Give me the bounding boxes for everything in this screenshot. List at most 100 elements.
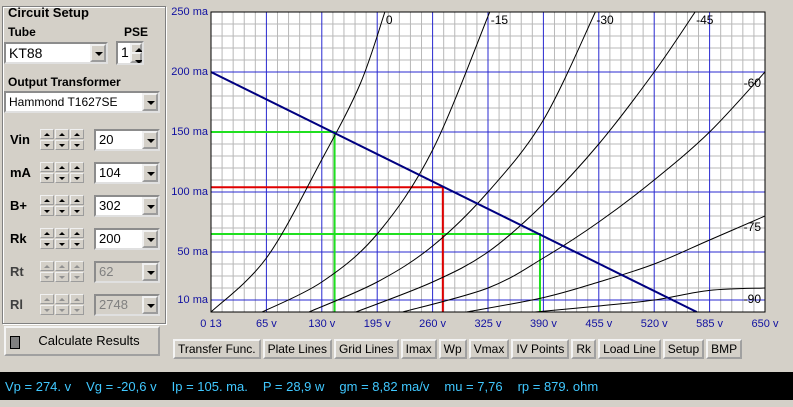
spin-down[interactable] — [130, 52, 142, 63]
spin-down[interactable] — [55, 206, 69, 216]
transformer-value: Hammond T1627SE — [9, 95, 118, 109]
spin-up[interactable] — [55, 129, 69, 139]
calculate-button[interactable]: Calculate Results — [4, 326, 160, 356]
toolbar-button[interactable]: Load Line — [598, 339, 661, 359]
tube-select[interactable]: KT88 — [4, 42, 108, 64]
status-item: P = 28,9 w — [262, 378, 325, 394]
toolbar-button[interactable]: IV Points — [511, 339, 570, 359]
spin-up[interactable] — [70, 228, 84, 238]
toolbar-button[interactable]: Transfer Func. — [173, 339, 261, 359]
x-tick-label: 390 v — [530, 318, 557, 330]
plate-curve — [355, 12, 696, 312]
spin-down[interactable] — [40, 206, 54, 216]
button-label: Calculate Results — [38, 333, 140, 348]
spin-up[interactable] — [55, 195, 69, 205]
spin-down[interactable] — [70, 239, 84, 249]
spin-up[interactable] — [70, 294, 84, 304]
spin-up[interactable] — [55, 162, 69, 172]
spin-down[interactable] — [55, 140, 69, 150]
spin-down[interactable] — [55, 173, 69, 183]
curve-label: 0 — [386, 13, 393, 27]
spin-up[interactable] — [40, 162, 54, 172]
toolbar-button[interactable]: Wp — [438, 339, 467, 359]
curve-label: -90 — [744, 292, 762, 306]
spin-up[interactable] — [55, 294, 69, 304]
spin-up[interactable] — [70, 162, 84, 172]
dropdown-arrow[interactable] — [142, 263, 158, 281]
spin-down[interactable] — [55, 272, 69, 282]
spin-down[interactable] — [40, 173, 54, 183]
y-tick-label: 250 ma — [171, 6, 209, 18]
x-tick-label: 130 v — [308, 318, 335, 330]
toolbar-button[interactable]: Grid Lines — [333, 339, 399, 359]
calculator-icon — [10, 336, 20, 349]
status-item: Vp = 274. v — [5, 378, 72, 394]
x-tick-label: 65 v — [256, 318, 277, 330]
spin-down[interactable] — [40, 140, 54, 150]
plot-content — [211, 12, 765, 312]
spin-down[interactable] — [55, 239, 69, 249]
toolbar-button[interactable]: Vmax — [468, 339, 510, 359]
toolbar-button[interactable]: BMP — [706, 339, 743, 359]
pse-spinner[interactable]: 1 — [116, 41, 144, 65]
param-select[interactable]: 20 — [94, 129, 160, 151]
spin-down[interactable] — [70, 305, 84, 315]
y-tick-label: 150 ma — [171, 126, 209, 138]
x-tick-label: 260 v — [419, 318, 446, 330]
status-bar: Vp = 274. v Vg = -20,6 v Ip = 105. ma. P = … — [0, 372, 793, 400]
dropdown-arrow[interactable] — [142, 296, 158, 314]
x-tick-label: 455 v — [585, 318, 612, 330]
spin-down[interactable] — [70, 272, 84, 282]
toolbar-button[interactable]: Plate Lines — [262, 339, 332, 359]
plate-curve — [211, 12, 386, 312]
toolbar-button[interactable]: Rk — [571, 339, 597, 359]
status-item: gm = 8,82 ma/v — [339, 378, 430, 394]
param-label: Rl — [10, 297, 23, 312]
param-label: B+ — [10, 198, 27, 213]
plate-curve — [402, 71, 765, 312]
param-select[interactable]: 104 — [94, 162, 160, 184]
spin-down[interactable] — [70, 173, 84, 183]
curve-label: -15 — [491, 13, 509, 27]
dropdown-arrow[interactable] — [142, 164, 158, 182]
spin-down[interactable] — [40, 305, 54, 315]
y-tick-label: 50 ma — [177, 246, 208, 258]
dropdown-arrow[interactable] — [142, 131, 158, 149]
spin-up[interactable] — [40, 195, 54, 205]
dropdown-arrow[interactable] — [142, 230, 158, 248]
spin-up[interactable] — [40, 228, 54, 238]
param-value: 302 — [99, 198, 121, 213]
param-select[interactable]: 302 — [94, 195, 160, 217]
transformer-select[interactable]: Hammond T1627SE — [4, 91, 160, 113]
dropdown-arrow[interactable] — [142, 93, 158, 111]
spin-up[interactable] — [40, 294, 54, 304]
spin-down[interactable] — [40, 272, 54, 282]
spin-up[interactable] — [55, 261, 69, 271]
spin-up[interactable] — [70, 129, 84, 139]
spin-up[interactable] — [55, 228, 69, 238]
x-tick-label: 0 13 — [200, 318, 221, 330]
spin-up[interactable] — [70, 261, 84, 271]
spin-up[interactable] — [70, 195, 84, 205]
x-tick-label: 650 v — [752, 318, 779, 330]
param-value: 20 — [99, 132, 114, 147]
curve-label: -45 — [696, 13, 714, 27]
spin-up[interactable] — [40, 129, 54, 139]
param-select[interactable]: 2748 — [94, 294, 160, 316]
param-label: Rt — [10, 264, 24, 279]
curve-label: -60 — [744, 76, 762, 90]
spin-down[interactable] — [55, 305, 69, 315]
toolbar-button[interactable]: Setup — [662, 339, 705, 359]
param-select[interactable]: 200 — [94, 228, 160, 250]
x-tick-label: 585 v — [696, 318, 723, 330]
spin-down[interactable] — [70, 206, 84, 216]
toolbar-button[interactable]: Imax — [400, 339, 437, 359]
dropdown-arrow[interactable] — [90, 44, 106, 62]
spin-up[interactable] — [40, 261, 54, 271]
y-tick-label: 100 ma — [171, 186, 209, 198]
spin-down[interactable] — [70, 140, 84, 150]
param-select[interactable]: 62 — [94, 261, 160, 283]
dropdown-arrow[interactable] — [142, 197, 158, 215]
spin-down[interactable] — [40, 239, 54, 249]
status-item: mu = 7,76 — [444, 378, 503, 394]
